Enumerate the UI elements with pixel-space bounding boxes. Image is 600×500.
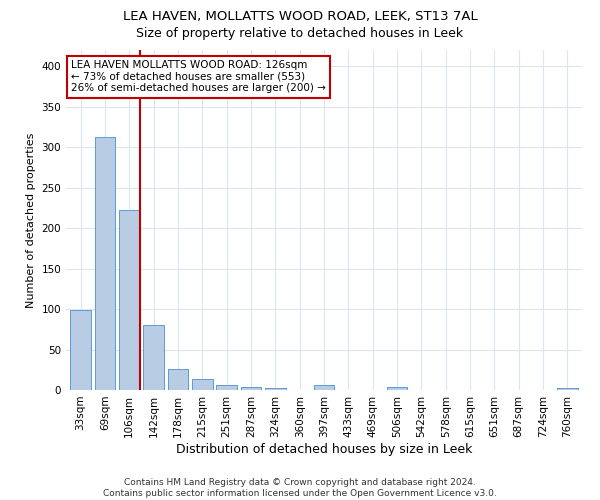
Bar	[143, 325, 164, 390]
Bar	[167, 369, 188, 390]
Text: LEA HAVEN, MOLLATTS WOOD ROAD, LEEK, ST13 7AL: LEA HAVEN, MOLLATTS WOOD ROAD, LEEK, ST1…	[122, 10, 478, 23]
Text: Size of property relative to detached houses in Leek: Size of property relative to detached ho…	[136, 28, 464, 40]
Bar	[70, 310, 91, 390]
Bar	[557, 388, 578, 390]
Bar	[216, 385, 237, 390]
Bar	[314, 385, 334, 390]
X-axis label: Distribution of detached houses by size in Leek: Distribution of detached houses by size …	[176, 442, 472, 456]
Bar	[265, 388, 286, 390]
Text: Contains HM Land Registry data © Crown copyright and database right 2024.
Contai: Contains HM Land Registry data © Crown c…	[103, 478, 497, 498]
Bar	[119, 210, 140, 390]
Y-axis label: Number of detached properties: Number of detached properties	[26, 132, 36, 308]
Bar	[386, 387, 407, 390]
Text: LEA HAVEN MOLLATTS WOOD ROAD: 126sqm
← 73% of detached houses are smaller (553)
: LEA HAVEN MOLLATTS WOOD ROAD: 126sqm ← 7…	[71, 60, 326, 94]
Bar	[241, 387, 262, 390]
Bar	[192, 380, 212, 390]
Bar	[95, 138, 115, 390]
